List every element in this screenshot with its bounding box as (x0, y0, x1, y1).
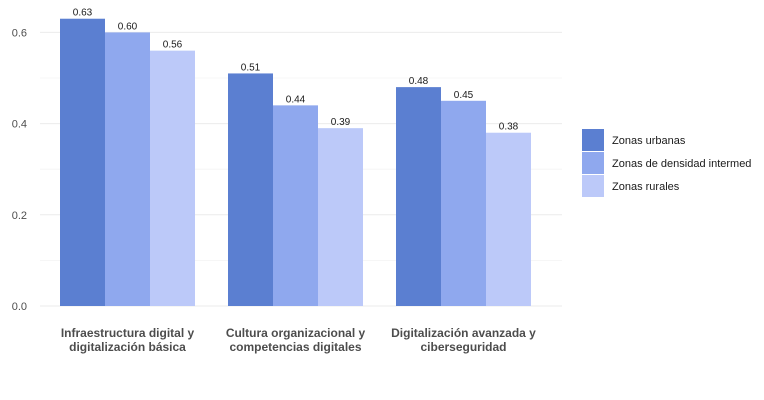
data-label: 0.63 (73, 8, 93, 19)
data-labels: 0.63 0.60 0.56 0.51 0.44 0.39 0.48 0.45 0.38 (73, 8, 519, 133)
bar (486, 132, 531, 306)
y-tick-label: 0.4 (12, 119, 27, 131)
legend-label: Zonas rurales (612, 181, 680, 193)
data-label: 0.45 (454, 90, 474, 101)
bar (318, 128, 363, 306)
bar (441, 100, 486, 306)
bar (396, 87, 441, 307)
bars (60, 18, 531, 307)
legend-swatch (582, 152, 604, 174)
data-label: 0.48 (409, 76, 429, 87)
data-label: 0.39 (331, 117, 351, 128)
bar (105, 32, 150, 307)
legend-swatch (582, 175, 604, 197)
y-tick-label: 0.0 (12, 301, 27, 313)
data-label: 0.38 (499, 122, 519, 133)
legend-swatch (582, 129, 604, 151)
legend: Zonas urbanas Zonas de densidad intermed Z… (582, 129, 751, 197)
x-tick-label: Infraestructura digital y (61, 326, 195, 340)
legend-label: Zonas de densidad intermed (612, 158, 751, 170)
bar (273, 105, 318, 306)
x-axis: Infraestructura digital ydigitalización … (61, 326, 536, 354)
bar (150, 50, 195, 306)
x-tick-label: competencias digitales (229, 340, 361, 354)
x-tick-label: Cultura organizacional y (226, 326, 366, 340)
legend-label: Zonas urbanas (612, 135, 686, 147)
bar (228, 73, 273, 306)
y-axis: 0.0 0.2 0.4 0.6 (12, 27, 27, 313)
data-label: 0.44 (286, 94, 306, 105)
bar (60, 18, 105, 306)
x-tick-label: ciberseguridad (420, 340, 506, 354)
y-tick-label: 0.6 (12, 27, 27, 39)
data-label: 0.56 (163, 40, 183, 51)
x-tick-label: Digitalización avanzada y (391, 326, 536, 340)
y-tick-label: 0.2 (12, 210, 27, 222)
data-label: 0.51 (241, 62, 261, 73)
x-tick-label: digitalización básica (69, 340, 186, 354)
data-label: 0.60 (118, 21, 138, 32)
